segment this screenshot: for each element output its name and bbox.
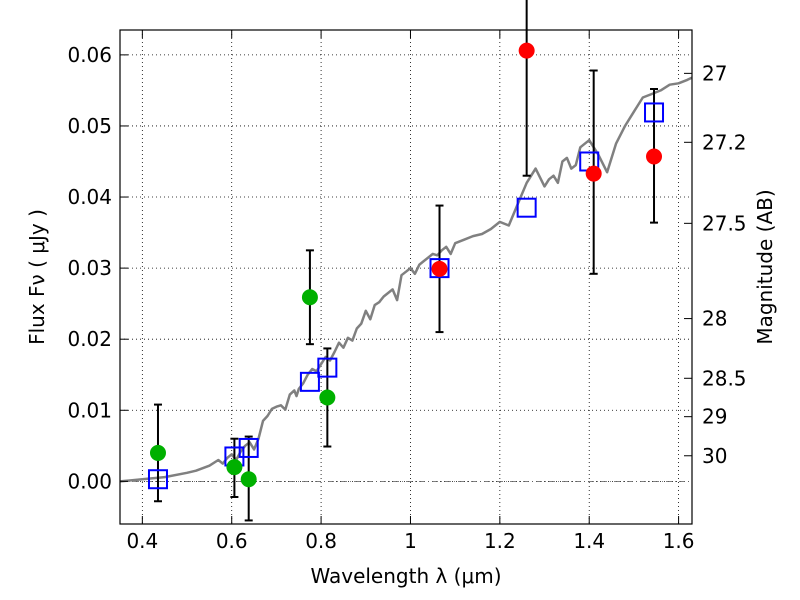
y-tick-label-3: 0.03 <box>67 256 112 280</box>
x-tick-label-1: 0.6 <box>216 529 248 553</box>
model-square-point <box>317 357 338 378</box>
y2-tick-label-3: 28 <box>702 307 727 331</box>
observed-point <box>431 260 448 277</box>
x-axis-title: Wavelength λ (μm) <box>310 564 501 588</box>
observed-point <box>319 389 336 406</box>
y2-tick-label-6: 30 <box>702 444 727 468</box>
observed-point <box>646 148 663 165</box>
y2-tick-label-1: 27.2 <box>702 130 747 154</box>
x-tick-label-5: 1.4 <box>573 529 605 553</box>
model-square-point <box>299 371 320 392</box>
x-tick-label-3: 1 <box>404 529 417 553</box>
observed-point <box>149 444 166 461</box>
y-tick-label-1: 0.01 <box>67 398 112 422</box>
model-square-point <box>429 258 450 279</box>
y-tick-label-0: 0.00 <box>67 469 112 493</box>
x-tick-label-6: 1.6 <box>663 529 695 553</box>
x-tick-label-2: 0.8 <box>305 529 337 553</box>
grid-lines <box>120 30 692 524</box>
observed-point <box>585 165 602 182</box>
y-axis-title: Flux Fν ( μJy ) <box>25 209 49 345</box>
spectrum-line <box>119 76 693 483</box>
y-tick-label-4: 0.04 <box>67 185 112 209</box>
y-tick-label-5: 0.05 <box>67 114 112 138</box>
observed-point <box>226 459 243 476</box>
x-tick-label-4: 1.2 <box>484 529 516 553</box>
model-square-point <box>644 102 665 123</box>
observed-point <box>301 289 318 306</box>
ticks <box>120 30 692 524</box>
model-square-point <box>516 197 537 218</box>
y2-tick-label-0: 27 <box>702 61 727 85</box>
model-square-point <box>238 437 259 458</box>
y2-tick-label-4: 28.5 <box>702 366 747 390</box>
axes-frame <box>119 29 693 525</box>
y2-axis-title: Magnitude (AB) <box>753 189 777 344</box>
data-markers <box>147 42 665 490</box>
tick-labels: 0.4 0.6 0.8 1 1.2 1.4 1.6 0.00 0.01 0.02 0.03 0.04 0… <box>67 43 746 553</box>
x-tick-label-0: 0.4 <box>126 529 158 553</box>
spectrum-layer <box>119 76 693 483</box>
y-tick-label-2: 0.02 <box>67 327 112 351</box>
y-tick-label-6: 0.06 <box>67 43 112 67</box>
model-square-point <box>147 469 168 490</box>
observed-point <box>240 471 257 488</box>
plot-frame <box>119 29 693 525</box>
y2-tick-label-2: 27.5 <box>702 211 747 235</box>
y2-tick-label-5: 29 <box>702 405 727 429</box>
observed-point <box>518 42 535 59</box>
